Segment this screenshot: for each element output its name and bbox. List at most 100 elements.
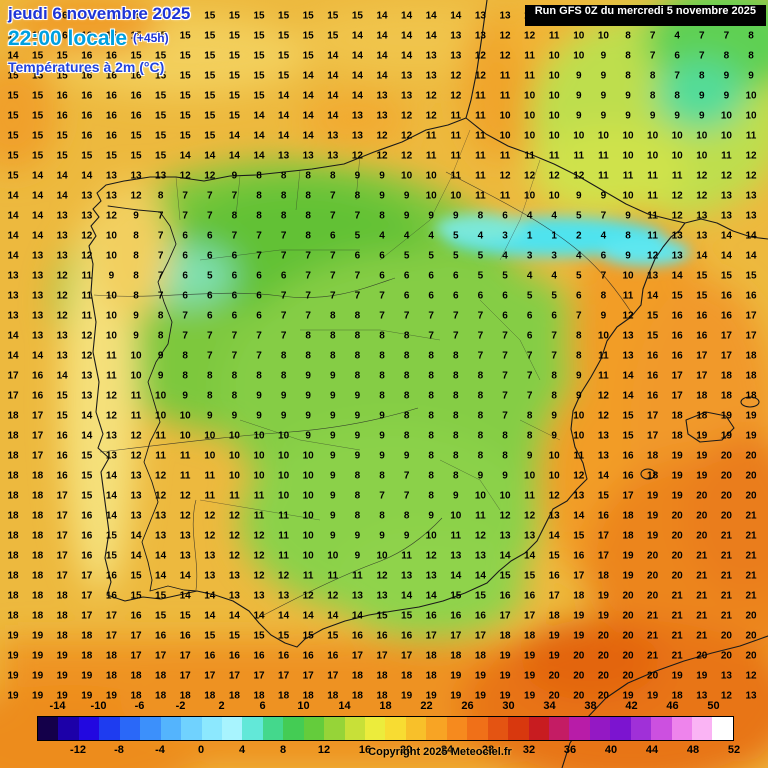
temp-value: 17 [155,650,167,662]
temp-value: 7 [600,270,607,282]
temp-value: 19 [474,690,486,702]
temp-value: 8 [674,90,680,102]
temp-value: 12 [474,50,486,62]
temp-value: 19 [548,630,560,642]
temp-value: 16 [32,370,44,382]
temp-value: 19 [7,630,19,642]
temp-value: 13 [696,210,708,222]
temp-value: 17 [597,530,609,542]
temp-value: 16 [302,650,314,662]
scale-cell [201,717,222,740]
temp-value: 8 [231,370,238,382]
temp-value: 11 [204,470,216,482]
temp-value: 14 [745,230,757,242]
temp-value: 18 [56,630,68,642]
temp-value: 18 [204,690,216,702]
temp-value: 19 [7,690,19,702]
temp-value: 14 [81,410,93,422]
temp-value: 9 [354,390,361,402]
temp-value: 17 [720,350,732,362]
temp-value: 17 [745,310,757,322]
temp-value: 19 [573,630,585,642]
temp-value: 11 [425,130,437,142]
temp-value: 7 [403,310,410,322]
temp-value: 8 [453,430,459,442]
temp-value: 14 [278,130,290,142]
temp-value: 21 [696,570,708,582]
scale-label: 30 [502,700,515,712]
temp-value: 14 [32,190,44,202]
temp-value: 12 [474,70,486,82]
temp-value: 17 [32,410,44,422]
temp-value: 7 [256,250,262,262]
temp-value: 15 [278,30,290,42]
ibiza-island [640,468,656,480]
temp-value: 11 [475,130,486,142]
temp-value: 8 [428,490,434,502]
temp-value: 20 [671,570,683,582]
scale-label: -4 [155,744,165,756]
temp-value: 11 [450,110,462,122]
temp-value: 18 [81,650,93,662]
temp-value: 15 [204,630,216,642]
temp-value: 19 [105,690,117,702]
temp-value: 14 [155,550,167,562]
temp-value: 15 [105,10,117,22]
temp-value: 18 [474,650,486,662]
temp-value: 8 [330,170,336,182]
temp-value: 20 [720,450,732,462]
parameter-label: Températures à 2m (°C) [8,59,165,75]
time-label: 22:00 locale (+45h) [8,27,190,51]
temp-value: 19 [7,650,19,662]
scale-cell [651,717,672,740]
temp-value: 11 [598,150,609,162]
temp-value: 14 [105,490,117,502]
temp-value: 17 [253,670,265,682]
temp-value: 19 [696,430,708,442]
temp-value: 9 [403,190,410,202]
temp-value: 16 [499,590,511,602]
temp-value: 10 [597,130,609,142]
temp-value: 21 [696,550,708,562]
temp-value: 16 [105,570,117,582]
temp-value: 11 [475,150,486,162]
temp-value: 13 [130,510,142,522]
temp-value: 10 [524,470,536,482]
temp-value: 15 [155,30,167,42]
temp-value: 13 [56,230,68,242]
temp-value: 13 [302,150,314,162]
temp-value: 12 [56,310,68,322]
temp-value: 7 [280,230,287,242]
temp-value: 14 [7,190,19,202]
temp-value: 6 [256,290,262,302]
temp-value: 10 [647,150,659,162]
temp-value: 16 [105,50,117,62]
temp-value: 15 [278,70,290,82]
scale-label: 24 [440,744,454,756]
temp-value: 12 [647,250,659,262]
temp-value: 4 [674,30,680,42]
temp-value: 15 [179,610,191,622]
color-scale-bar [37,716,734,741]
scale-label: 12 [317,744,331,756]
temp-value: 5 [526,290,533,302]
temp-value: 14 [81,430,93,442]
temp-value: 18 [56,610,68,622]
temp-value: 10 [548,130,560,142]
temp-value: 16 [56,470,68,482]
temp-value: 3 [551,250,557,262]
temp-value: 9 [330,410,336,422]
temp-value: 14 [647,290,659,302]
temp-value: 9 [330,490,336,502]
temp-value: 15 [228,110,240,122]
temp-value: 9 [305,390,311,402]
temp-value: 7 [526,350,533,362]
cold-cyan-band [435,214,690,266]
temp-value: 18 [7,570,19,582]
temp-value: 7 [551,350,557,362]
temp-value: 15 [204,130,216,142]
temp-value: 10 [204,450,216,462]
temp-value: 11 [499,90,511,102]
temp-value: 9 [157,350,164,362]
temp-value: 17 [56,490,68,502]
